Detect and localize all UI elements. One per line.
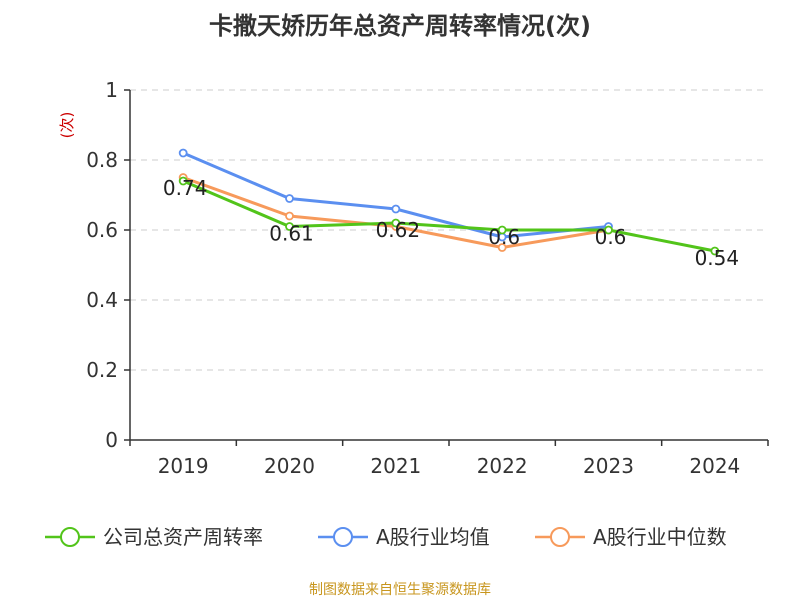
x-tick-label: 2023 [583,454,634,478]
legend-marker-icon [60,527,80,547]
data-point [178,176,188,186]
legend-label: A股行业中位数 [593,525,727,549]
legend-marker-icon [550,527,570,547]
data-point [178,148,188,158]
x-tick-label: 2022 [477,454,528,478]
chart-title: 卡撒天娇历年总资产周转率情况(次) [209,12,591,40]
y-axis-label: (次) [58,112,76,139]
data-point [604,225,613,235]
y-tick-label: 0.8 [86,148,118,172]
legend-item[interactable]: A股行业均值 [318,525,490,549]
data-point [285,211,294,221]
y-tick-label: 0 [105,428,118,452]
series-points [178,148,720,256]
data-label: 0.6 [488,225,520,249]
y-tick-label: 0.4 [86,288,118,312]
series-lines [182,151,716,253]
y-tick-labels: 0 0.2 0.4 0.6 0.8 1 [86,78,118,452]
y-tick-label: 1 [105,78,118,102]
data-labels: 0.74 0.61 0.62 0.6 0.6 0.54 [163,176,739,270]
data-point [285,194,294,203]
x-tick-label: 2020 [264,454,315,478]
legend-label: A股行业均值 [376,525,490,549]
data-label: 0.74 [163,176,208,200]
data-point [497,225,507,235]
legend-marker-icon [333,527,353,547]
grid-lines [130,89,768,371]
data-label: 0.61 [269,222,314,246]
data-point [710,246,720,256]
data-point [497,243,507,252]
data-label: 0.62 [376,218,421,242]
x-tick-label: 2021 [370,454,421,478]
source-note: 制图数据来自恒生聚源数据库 [309,582,491,598]
data-point [285,222,294,231]
x-tick-label: 2019 [158,454,209,478]
x-tick-label: 2024 [689,454,740,478]
data-point [391,204,401,214]
axes [124,89,769,446]
x-tick-labels: 2019 2020 2021 2022 2023 2024 [158,454,741,478]
legend[interactable]: 公司总资产周转率 A股行业均值 A股行业中位数 [45,525,727,549]
data-point [391,218,401,228]
series-line [182,179,716,253]
y-tick-label: 0.6 [86,218,118,242]
legend-item[interactable]: 公司总资产周转率 [45,525,263,549]
y-tick-label: 0.2 [86,358,118,382]
data-label: 0.6 [595,225,627,249]
legend-item[interactable]: A股行业中位数 [535,525,727,549]
legend-label: 公司总资产周转率 [103,525,263,549]
data-label: 0.54 [695,246,740,270]
